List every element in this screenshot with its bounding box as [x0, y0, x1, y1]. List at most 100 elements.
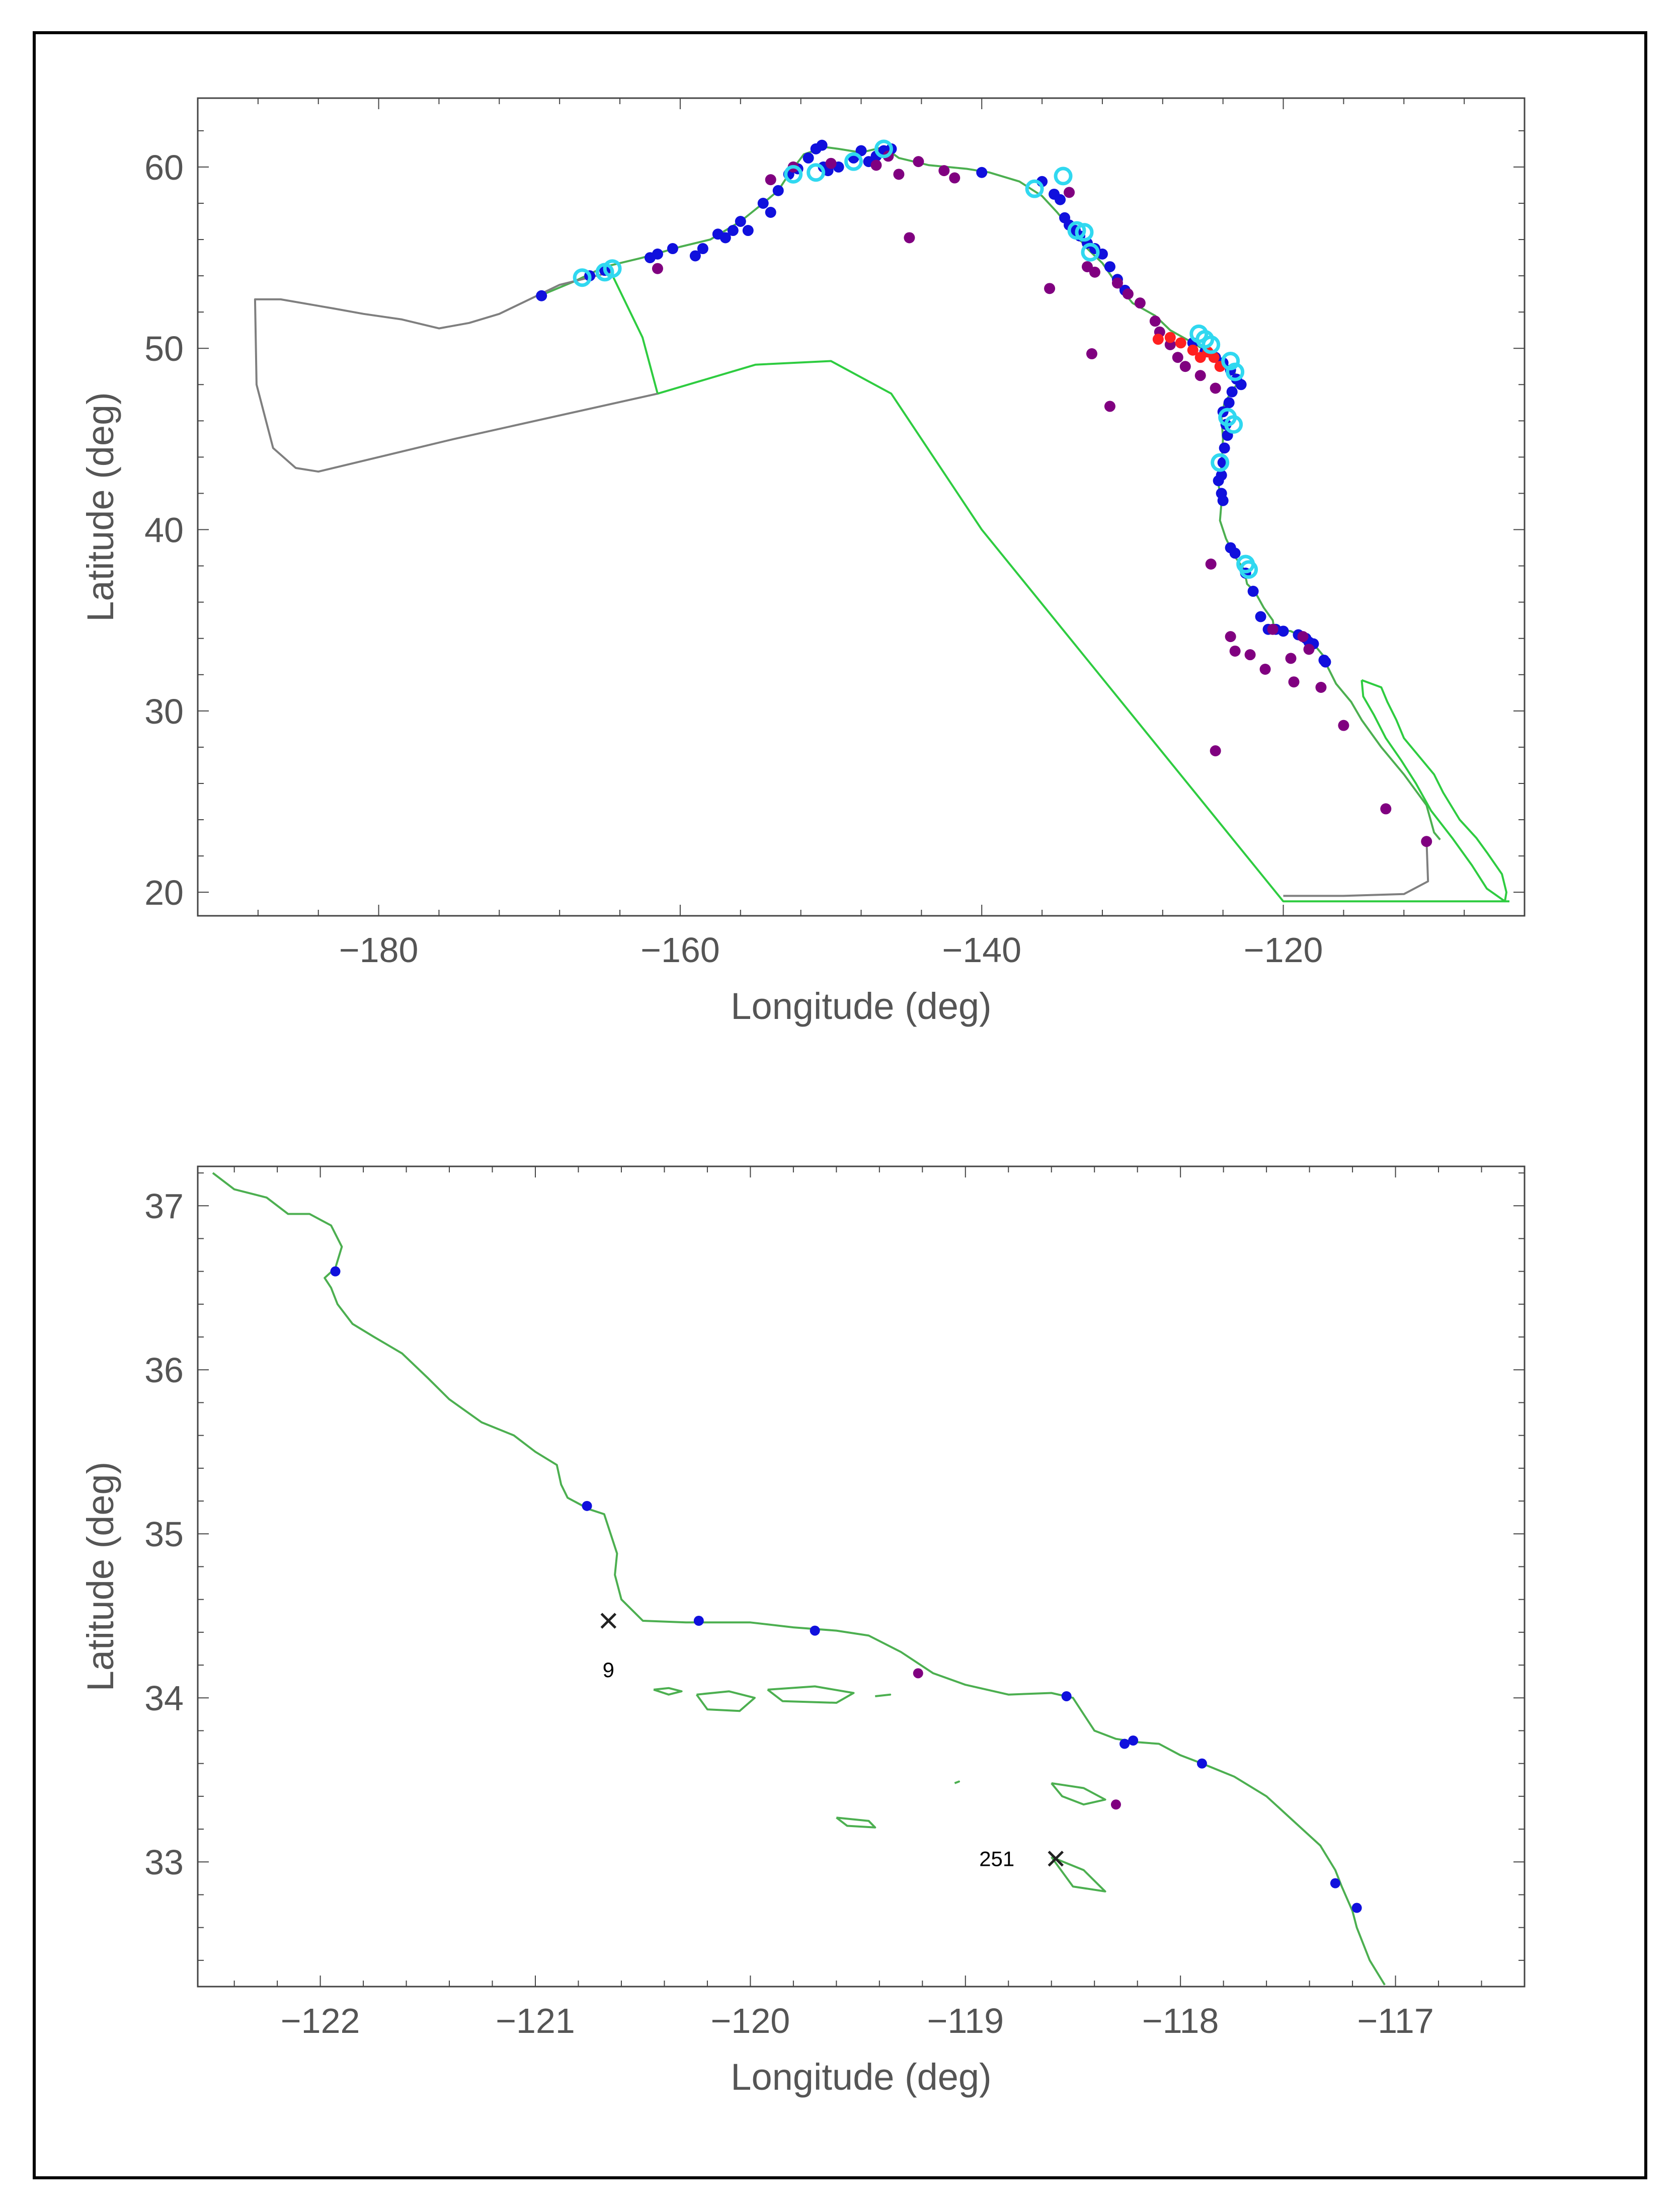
- x-tick-label: −180: [339, 930, 419, 970]
- line-santa-rosa-island: [695, 1690, 756, 1712]
- y-axis-title: Latitude (deg): [79, 1462, 121, 1692]
- plot-frame: [197, 97, 1526, 917]
- point-blue: [1223, 397, 1235, 409]
- y-tick-label: 36: [144, 1351, 184, 1390]
- map-chart-southern-california: −122 −121 −120 −119 −118 −117 33 34 35 36 37 Longit…: [79, 1165, 1526, 2098]
- point-cyan: [1239, 560, 1258, 579]
- point-blue: [1255, 611, 1266, 622]
- y-tick-label: 34: [144, 1679, 184, 1718]
- point-purple: [1134, 297, 1146, 309]
- point-blue: [582, 1501, 592, 1511]
- point-purple: [1111, 277, 1123, 289]
- marker-cross: [600, 1613, 617, 1629]
- y-tick-label: 20: [144, 873, 184, 912]
- point-cyan: [1081, 243, 1100, 262]
- point-purple: [1104, 401, 1115, 412]
- point-purple: [1149, 315, 1161, 327]
- point-blue: [1217, 495, 1229, 506]
- point-purple: [1086, 348, 1097, 360]
- point-blue: [1061, 1691, 1072, 1701]
- point-purple: [1421, 836, 1432, 847]
- line-santa-cruz-island: [767, 1685, 855, 1704]
- point-red: [1152, 334, 1164, 345]
- x-tick-label: −122: [281, 2001, 360, 2040]
- point-blue: [727, 225, 739, 236]
- point-purple: [1288, 676, 1300, 688]
- point-blue: [1277, 625, 1289, 637]
- point-red: [1208, 352, 1220, 363]
- point-blue: [1213, 475, 1224, 487]
- y-tick-label: 40: [144, 511, 184, 550]
- point-blue: [742, 225, 754, 236]
- x-tick-label: −120: [711, 2001, 790, 2040]
- x-axis-title: Longitude (deg): [731, 985, 991, 1027]
- point-purple: [913, 156, 924, 168]
- x-tick-label: −160: [641, 930, 720, 970]
- point-blue: [816, 139, 828, 151]
- point-purple: [1194, 370, 1206, 381]
- point-blue: [1226, 386, 1238, 398]
- point-purple: [1285, 653, 1297, 664]
- point-blue: [719, 232, 731, 244]
- point-blue: [1351, 1903, 1362, 1913]
- y-tick-label: 35: [144, 1515, 184, 1554]
- point-cyan: [1202, 335, 1221, 354]
- point-purple: [1044, 283, 1056, 294]
- annotation-label: 9: [603, 1658, 614, 1682]
- point-cyan: [1221, 351, 1240, 370]
- figure-border: [33, 31, 1647, 2179]
- plot-frame: [197, 1165, 1526, 1988]
- x-tick-label: −117: [1357, 2001, 1433, 2040]
- y-tick-label: 37: [144, 1187, 184, 1226]
- point-cyan: [1075, 223, 1094, 242]
- line-santa-barbara-island: [954, 1780, 960, 1784]
- point-blue: [536, 290, 547, 301]
- point-purple: [765, 174, 776, 186]
- point-blue: [1055, 194, 1066, 205]
- point-purple: [825, 157, 837, 169]
- map-chart-northeast-pacific: −180 −160 −140 −120 20 30 40 50 60 Longitude (deg…: [79, 97, 1526, 1027]
- line-santa-catalina-island: [1051, 1782, 1106, 1806]
- point-blue: [1235, 379, 1247, 390]
- point-blue: [803, 152, 814, 164]
- point-purple: [1172, 352, 1183, 363]
- point-blue: [652, 248, 663, 260]
- point-purple: [1179, 361, 1191, 372]
- point-purple: [1064, 187, 1075, 198]
- point-cyan: [784, 165, 803, 184]
- point-blue: [330, 1266, 341, 1277]
- point-purple: [904, 232, 915, 244]
- plot-area: [254, 139, 1509, 903]
- point-blue: [1119, 1739, 1130, 1749]
- point-purple: [949, 172, 961, 184]
- point-purple: [652, 263, 663, 274]
- point-blue: [697, 243, 708, 255]
- point-purple: [1210, 382, 1221, 394]
- point-blue: [772, 185, 784, 196]
- x-tick-label: −119: [927, 2001, 1004, 2040]
- point-purple: [870, 160, 882, 171]
- point-purple: [1210, 745, 1221, 757]
- point-purple: [1303, 644, 1315, 655]
- point-purple: [893, 169, 905, 180]
- point-blue: [1196, 1758, 1207, 1769]
- point-blue: [1096, 248, 1108, 260]
- point-blue: [757, 197, 769, 209]
- line-san-clemente-island: [1051, 1856, 1106, 1892]
- point-blue: [976, 167, 988, 178]
- y-axis-title: Latitude (deg): [79, 392, 121, 622]
- point-cyan: [874, 139, 893, 159]
- point-cyan: [603, 259, 622, 278]
- y-tick-label: 33: [144, 1843, 184, 1882]
- point-purple: [1267, 623, 1278, 635]
- y-tick-label: 30: [144, 692, 184, 731]
- point-purple: [1229, 645, 1241, 657]
- point-blue: [1330, 1878, 1340, 1888]
- line-offshore-boundary: [610, 272, 1509, 903]
- point-purple: [1205, 558, 1217, 570]
- point-purple: [1315, 682, 1327, 693]
- plot-area: [212, 1172, 1386, 1986]
- x-axis-title: Longitude (deg): [731, 2056, 991, 2098]
- point-cyan: [1054, 167, 1073, 186]
